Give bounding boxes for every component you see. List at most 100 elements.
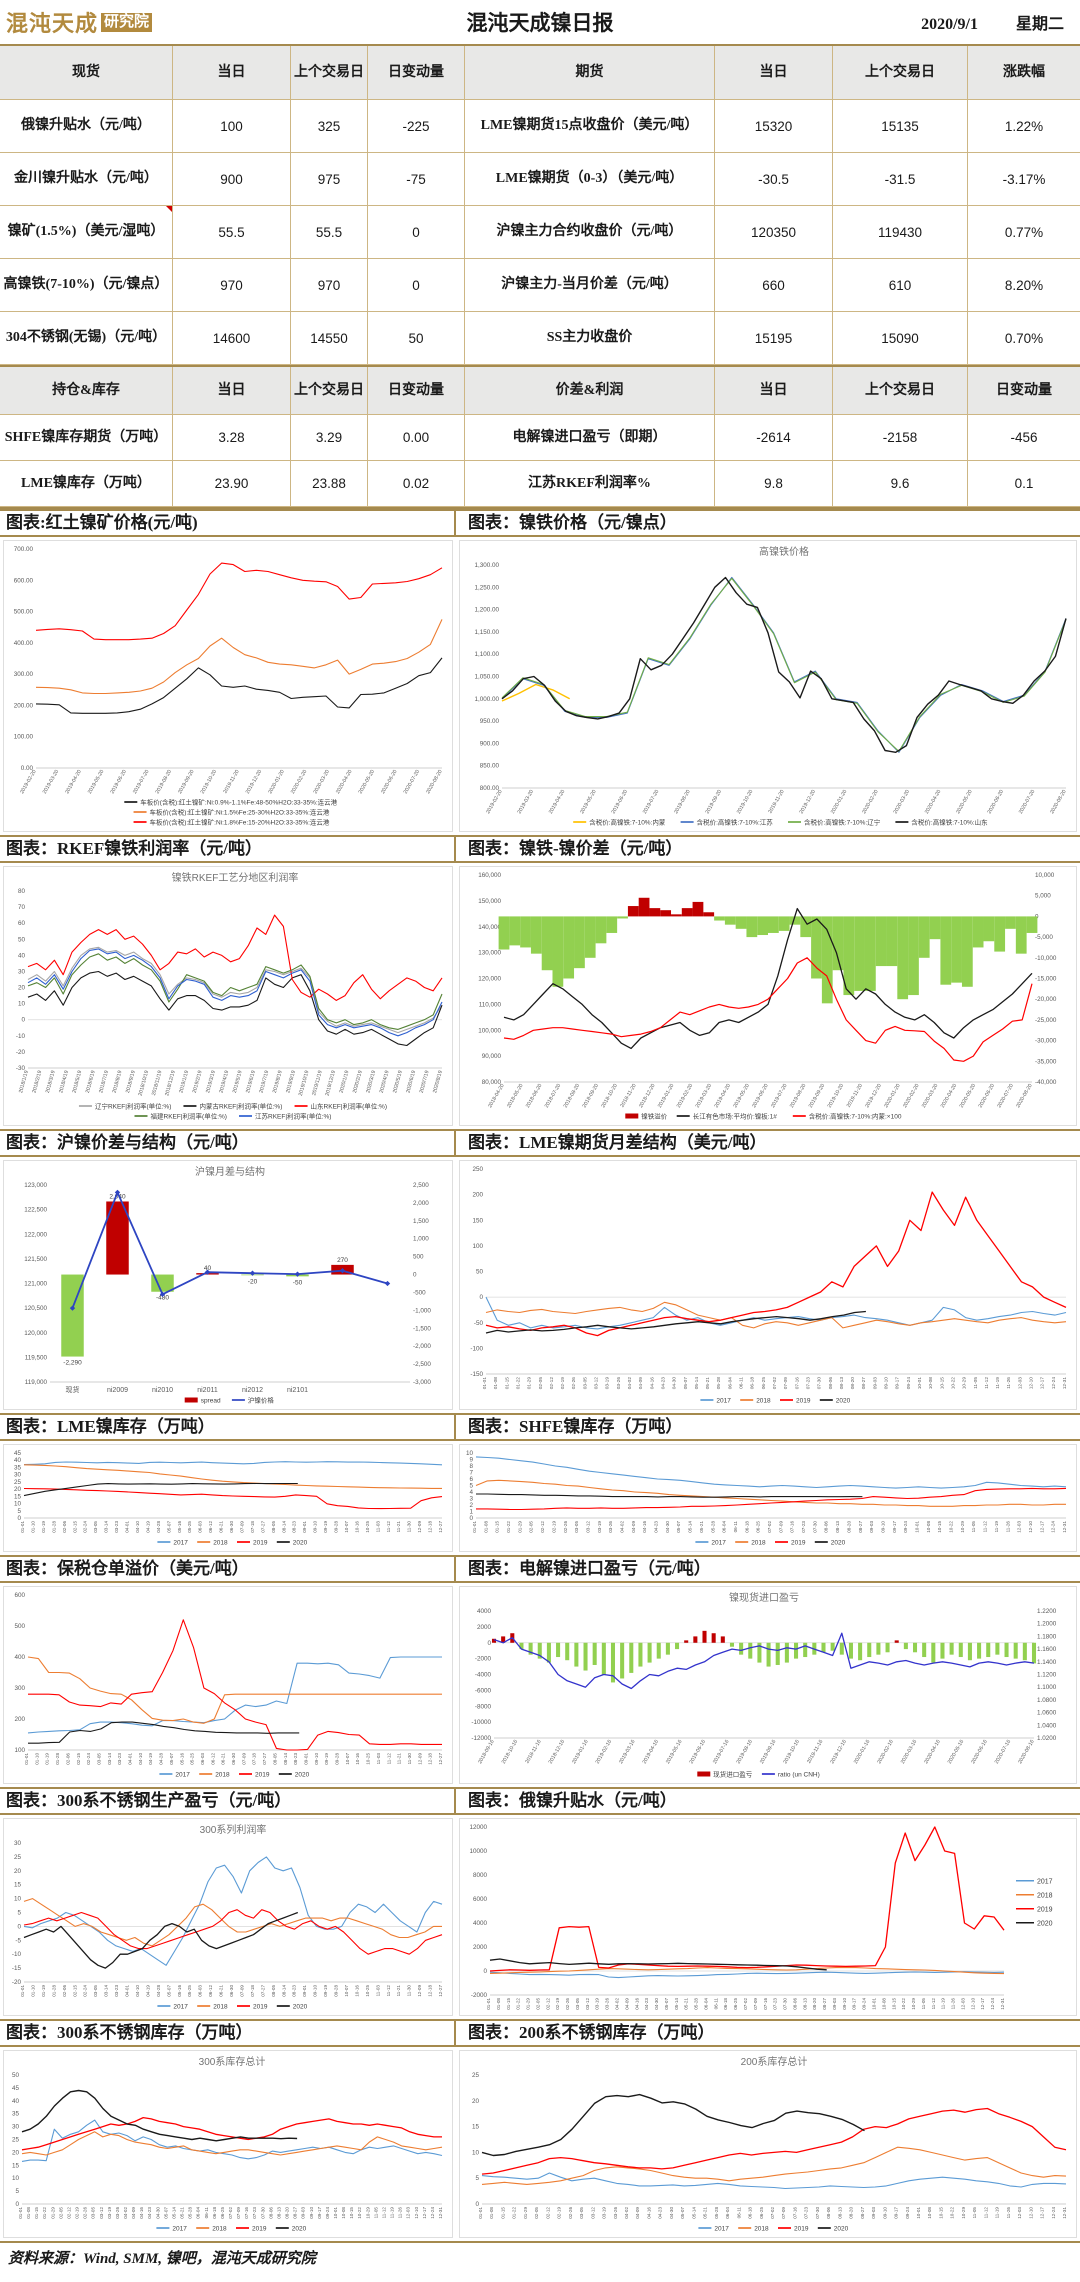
svg-text:2019-03-16: 2019-03-16 <box>618 1739 637 1765</box>
table-value-cell: -30.5 <box>715 153 833 206</box>
svg-text:11-12: 11-12 <box>386 1521 391 1533</box>
table-value-cell: 0.00 <box>368 415 465 461</box>
svg-text:12-24: 12-24 <box>1051 1377 1057 1390</box>
svg-text:2019-12-20: 2019-12-20 <box>864 1083 883 1109</box>
svg-text:20: 20 <box>14 1486 22 1493</box>
svg-text:3: 3 <box>469 1496 473 1503</box>
svg-text:05-14: 05-14 <box>674 1998 679 2010</box>
svg-text:07-16: 07-16 <box>790 1521 795 1533</box>
svg-text:03-19: 03-19 <box>602 2207 607 2219</box>
table-header-cell: 日变动量 <box>368 46 465 100</box>
svg-text:4000: 4000 <box>473 1920 488 1927</box>
svg-text:2018/8/19: 2018/8/19 <box>112 1070 124 1094</box>
svg-text:900.00: 900.00 <box>480 740 500 747</box>
svg-text:20: 20 <box>12 2149 20 2156</box>
svg-text:01-01: 01-01 <box>482 1377 488 1390</box>
svg-text:12-18: 12-18 <box>428 1985 433 1997</box>
svg-text:01-10: 01-10 <box>30 1985 35 1997</box>
svg-text:06-12: 06-12 <box>208 1985 213 1997</box>
svg-text:05-07: 05-07 <box>166 1985 171 1997</box>
svg-text:06-04: 06-04 <box>727 1377 733 1390</box>
svg-text:10-22: 10-22 <box>357 2207 362 2219</box>
svg-text:10-29: 10-29 <box>365 2207 370 2219</box>
rkef-npi-profit-chart: 镍铁RKEF工艺分地区利润率 80 70 60 50 40 30 20 10 0 -10 -20 -30… <box>3 866 453 1126</box>
svg-text:2018/11/19: 2018/11/19 <box>151 1070 163 1096</box>
svg-text:12-10: 12-10 <box>1029 1377 1035 1390</box>
svg-text:04-16: 04-16 <box>139 2207 144 2219</box>
svg-text:2019: 2019 <box>796 1398 811 1405</box>
svg-text:03-05: 03-05 <box>582 1377 588 1390</box>
table-header-cell: 涨跌幅 <box>968 46 1080 100</box>
table-value-cell: -75 <box>368 153 465 206</box>
svg-text:08-05: 08-05 <box>271 1985 276 1997</box>
shfe-nickel-stock-chart-label: 图表：SHFE镍库存（万吨） <box>468 1417 683 1436</box>
svg-text:2020-05-20: 2020-05-20 <box>955 789 974 815</box>
svg-text:300: 300 <box>14 1685 25 1692</box>
table-value-cell: 0.02 <box>368 461 465 507</box>
svg-text:11-12: 11-12 <box>386 1985 391 1997</box>
svg-text:1.0200: 1.0200 <box>1037 1735 1057 1742</box>
svg-text:08-23: 08-23 <box>292 1985 297 1997</box>
svg-text:2019-11-20: 2019-11-20 <box>222 769 240 795</box>
svg-text:2020-04-20: 2020-04-20 <box>940 1083 959 1109</box>
table-row-label: 镍矿(1.5%)（美元/湿吨） <box>0 206 173 259</box>
svg-text:05-16: 05-16 <box>179 1753 184 1765</box>
svg-text:10-08: 10-08 <box>926 1521 931 1533</box>
chart-plot-band: 300系库存总计 50 45 40 35 30 25 20 15 10 5 0 01-01 01-08 01… <box>0 2047 1080 2241</box>
russian-nickel-premium-chart-label: 图表：俄镍升贴水（元/吨） <box>468 1791 677 1810</box>
npi-price-chart-label: 图表：镍铁价格（元/镍点） <box>468 513 677 532</box>
svg-text:2020-04-16: 2020-04-16 <box>923 1739 942 1765</box>
svg-text:5: 5 <box>17 1508 21 1515</box>
svg-text:500: 500 <box>413 1254 424 1261</box>
table-value-cell: 610 <box>833 259 968 312</box>
svg-text:2018/6/19: 2018/6/19 <box>85 1070 97 1094</box>
svg-text:08-20: 08-20 <box>285 2207 290 2219</box>
svg-text:2020/6/19: 2020/6/19 <box>405 1070 417 1094</box>
svg-text:04-09: 04-09 <box>631 1521 636 1533</box>
svg-text:01-10: 01-10 <box>34 1753 39 1765</box>
svg-text:04-09: 04-09 <box>635 2207 640 2219</box>
svg-text:10: 10 <box>14 1501 22 1508</box>
svg-text:04-10: 04-10 <box>135 1521 140 1533</box>
svg-text:07-16: 07-16 <box>792 2207 797 2219</box>
svg-text:2017: 2017 <box>1037 1878 1053 1885</box>
svg-text:04-02: 04-02 <box>123 2207 128 2219</box>
svg-text:01-19: 01-19 <box>45 1753 50 1765</box>
svg-text:09-24: 09-24 <box>325 2207 330 2219</box>
lme-nickel-stock-chart-label: 图表：LME镍库存（万吨） <box>0 1415 456 1439</box>
svg-text:06-04: 06-04 <box>703 1998 708 2010</box>
svg-text:含税价:高镍铁:7-10%:辽宁: 含税价:高镍铁:7-10%:辽宁 <box>804 818 881 827</box>
svg-text:2019-10-16: 2019-10-16 <box>782 1739 801 1765</box>
svg-text:-1,000: -1,000 <box>413 1307 431 1314</box>
svg-text:06-11: 06-11 <box>739 1377 745 1389</box>
table-value-cell: 0 <box>368 206 465 259</box>
svg-text:2020: 2020 <box>293 1540 308 1547</box>
shfe-nickel-spread-structure-chart-cell: 沪镍月差与结构 123,000 122,500 122,000 121,500 121,0… <box>0 1157 456 1413</box>
svg-text:04-23: 04-23 <box>654 1521 659 1533</box>
svg-text:2019/11/19: 2019/11/19 <box>311 1070 323 1096</box>
svg-text:150,000: 150,000 <box>478 898 501 905</box>
svg-text:119,000: 119,000 <box>25 1379 48 1386</box>
svg-text:5: 5 <box>469 1483 473 1490</box>
svg-text:2018-11-16: 2018-11-16 <box>524 1739 542 1765</box>
table-header-cell: 持仓&库存 <box>0 367 173 415</box>
svg-text:02-19: 02-19 <box>557 2207 562 2219</box>
svg-text:07-30: 07-30 <box>815 2207 820 2219</box>
svg-text:12-10: 12-10 <box>1028 1521 1033 1533</box>
svg-text:08-06: 08-06 <box>824 1521 829 1533</box>
svg-text:2020/2/19: 2020/2/19 <box>352 1070 364 1094</box>
svg-text:-10,000: -10,000 <box>1035 955 1057 962</box>
svg-text:08-27: 08-27 <box>293 2207 298 2219</box>
npi-nickel-spread-chart-label: 图表：镍铁-镍价差（元/吨） <box>468 839 683 858</box>
table-value-cell: -225 <box>368 100 465 153</box>
svg-text:2020: 2020 <box>1037 1920 1053 1927</box>
svg-text:ratio (un CNH): ratio (un CNH) <box>778 1772 820 1779</box>
svg-text:04-23: 04-23 <box>644 1998 649 2010</box>
svg-text:2017: 2017 <box>716 1398 731 1405</box>
svg-text:07-16: 07-16 <box>244 2207 249 2219</box>
svg-text:2017: 2017 <box>173 1540 188 1547</box>
svg-text:04-28: 04-28 <box>159 1753 164 1765</box>
svg-text:12-17: 12-17 <box>1040 2207 1045 2219</box>
table-value-cell: 970 <box>173 259 291 312</box>
svg-text:2018-09-20: 2018-09-20 <box>582 1083 601 1109</box>
